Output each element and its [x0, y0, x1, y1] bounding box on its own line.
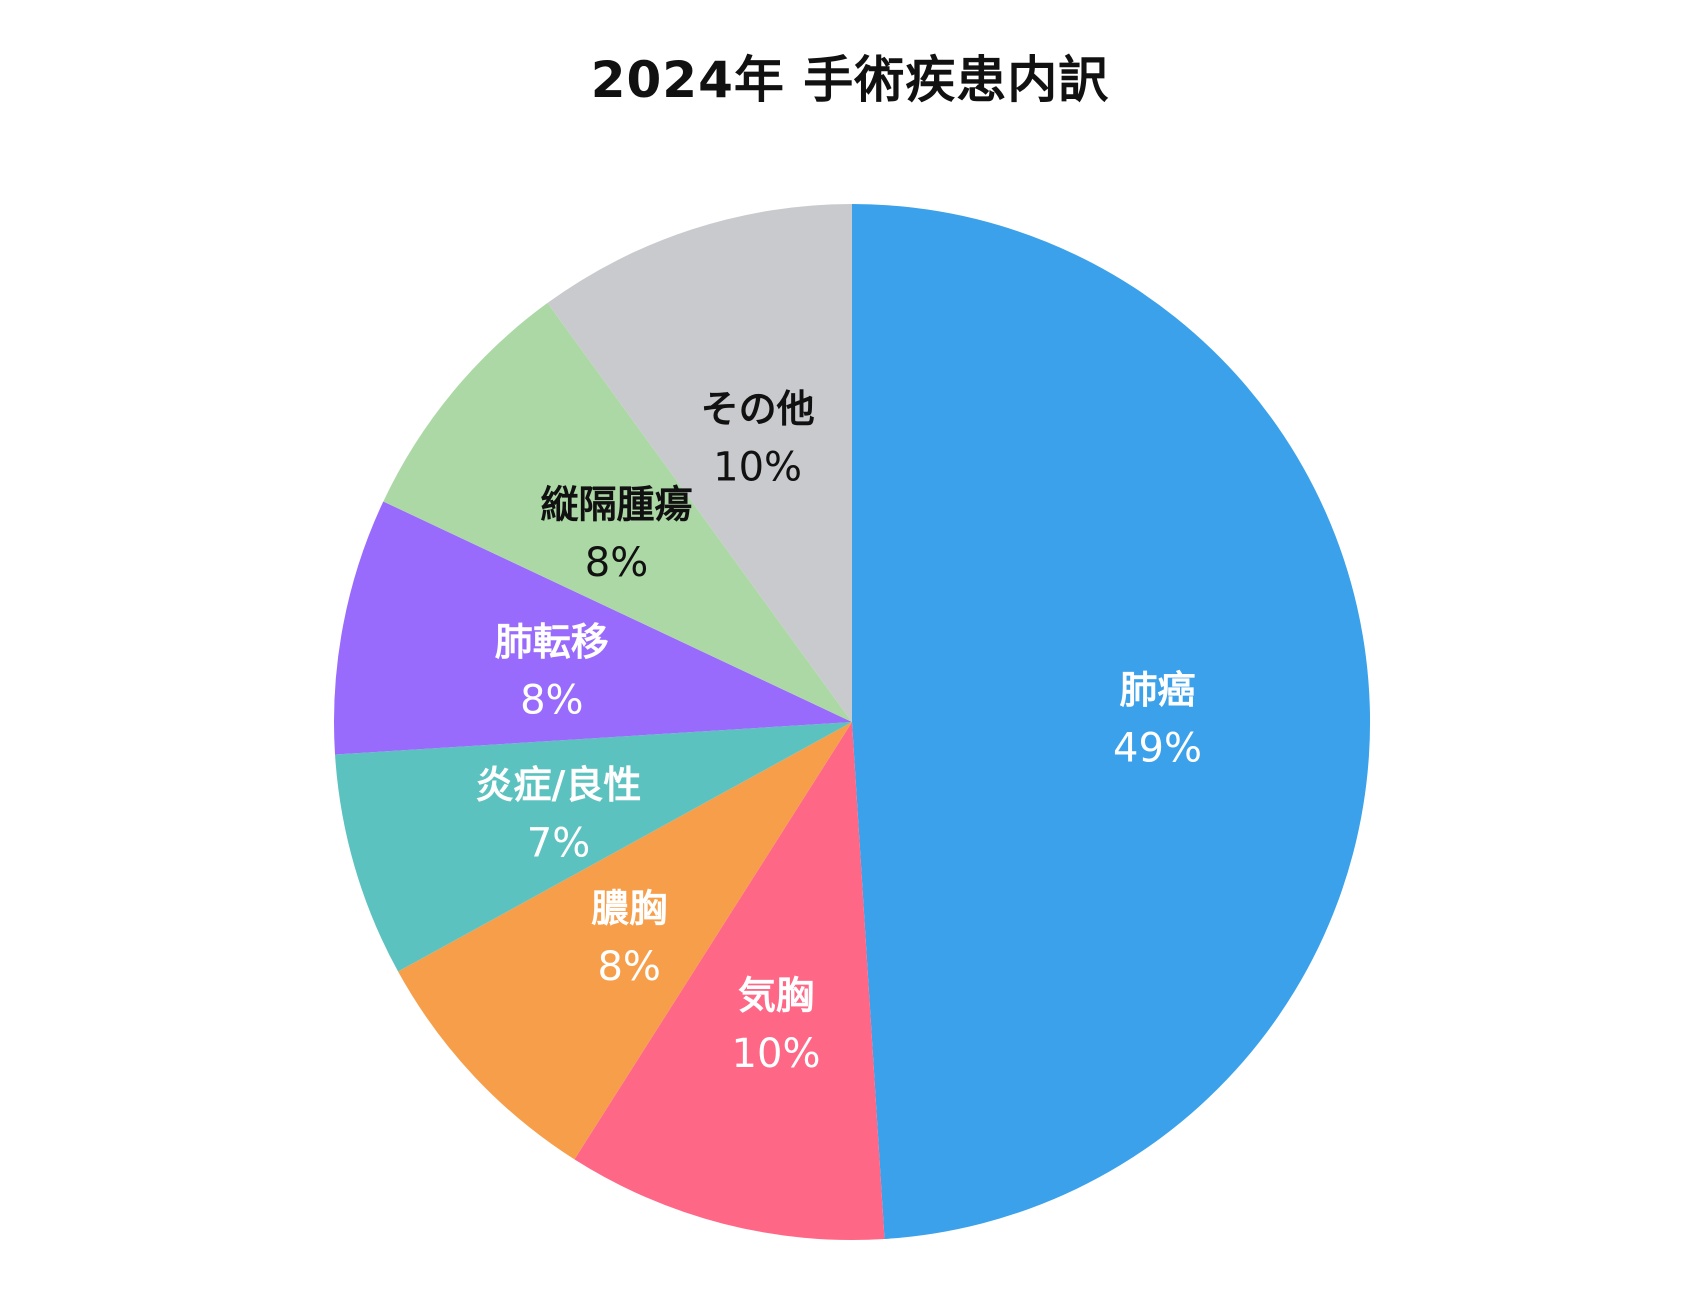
- pie-labels: 肺癌 49% 気胸 10% 膿胸 8% 炎症/良性 7% 肺転移 8% 縦隔腫瘍 8% その他 10%: [476, 387, 1202, 1077]
- pie-slice-6: [547, 204, 852, 722]
- slice-value-4: 8%: [520, 678, 583, 724]
- slice-label-2: 膿胸: [591, 887, 667, 931]
- pie-slice-5: [383, 302, 852, 722]
- slice-value-1: 10%: [732, 1031, 821, 1077]
- slice-label-6: その他: [701, 387, 815, 431]
- chart-title: 2024年 手術疾患内訳: [590, 51, 1110, 109]
- slice-label-3: 炎症/良性: [476, 763, 642, 807]
- slice-value-0: 49%: [1113, 725, 1202, 771]
- slice-value-6: 10%: [713, 444, 802, 490]
- pie-slice-3: [335, 722, 852, 972]
- pie-slices: [333, 204, 1371, 1241]
- pie-slice-1: [574, 722, 885, 1241]
- pie-slice-2: [398, 722, 852, 1160]
- pie-slice-4: [333, 501, 853, 755]
- slice-label-1: 気胸: [738, 974, 814, 1018]
- slice-value-3: 7%: [527, 820, 590, 866]
- pie-slice-0: [852, 204, 1371, 1239]
- slice-value-2: 8%: [597, 944, 660, 990]
- slice-label-0: 肺癌: [1119, 668, 1195, 712]
- slice-value-5: 8%: [585, 540, 648, 586]
- slice-label-4: 肺転移: [495, 620, 609, 664]
- slice-label-5: 縦隔腫瘍: [540, 483, 692, 527]
